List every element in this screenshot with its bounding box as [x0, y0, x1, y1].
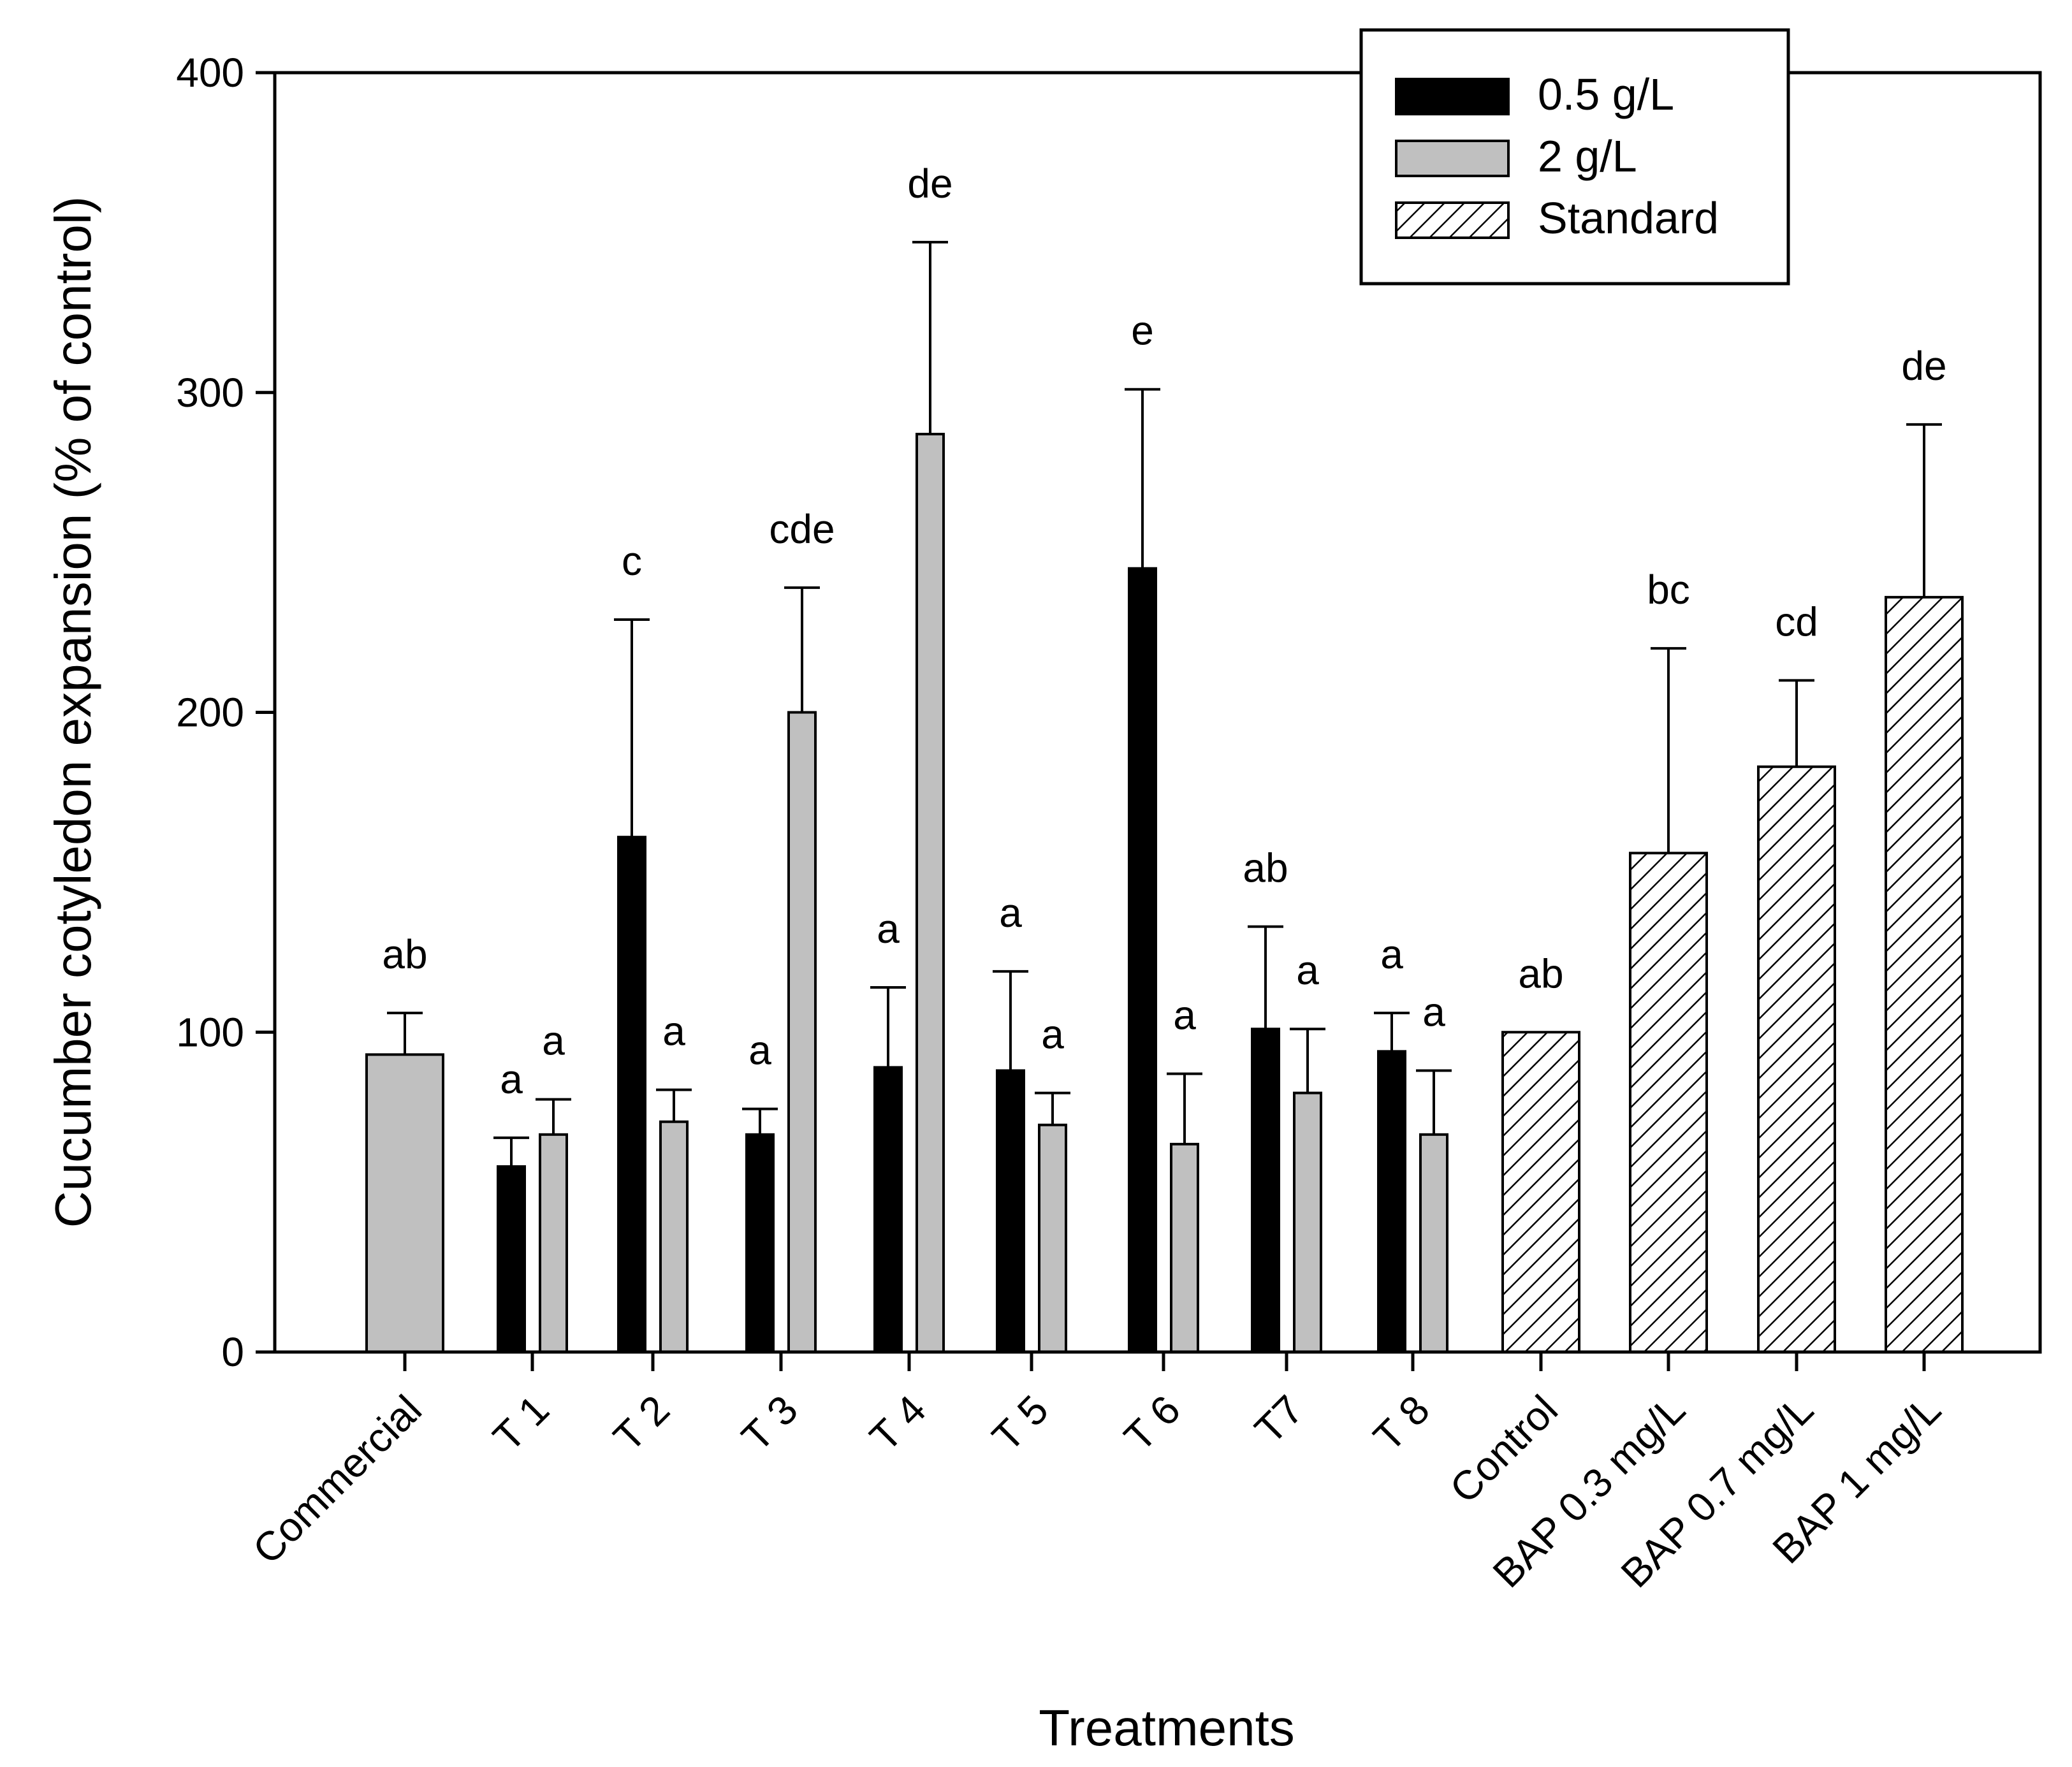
legend-swatch-2-g-l	[1395, 140, 1510, 177]
bar-t7-0-5-g-l	[1251, 1028, 1280, 1354]
significance-label: de	[1901, 343, 1946, 389]
bar-t-3-2-g-l	[787, 711, 817, 1353]
significance-label: a	[542, 1018, 565, 1064]
bar-t-1-0-5-g-l	[497, 1165, 526, 1353]
bar-t-4-0-5-g-l	[873, 1066, 903, 1353]
bar-t-6-2-g-l	[1170, 1142, 1199, 1354]
legend-label: 2 g/L	[1538, 131, 1637, 181]
significance-label: ab	[1243, 845, 1288, 891]
bar-bap-1-mg-l-standard	[1885, 595, 1964, 1353]
significance-label: cde	[769, 506, 835, 552]
bar-bap-0-3-mg-l-standard	[1629, 852, 1708, 1353]
significance-label: e	[1131, 308, 1154, 354]
bar-t-4-2-g-l	[916, 432, 945, 1353]
bar-t-2-0-5-g-l	[617, 836, 646, 1353]
bar-t-8-2-g-l	[1419, 1133, 1448, 1354]
significance-label: a	[1296, 947, 1319, 993]
significance-label: a	[662, 1008, 685, 1054]
bar-t-3-0-5-g-l	[745, 1133, 775, 1354]
legend-swatch-standard	[1395, 201, 1510, 239]
bar-t-5-2-g-l	[1038, 1123, 1067, 1353]
legend-swatch-0-5-g-l	[1395, 78, 1510, 115]
y-tick-label: 0	[221, 1329, 244, 1375]
bar-bap-0-7-mg-l-standard	[1757, 765, 1836, 1353]
bar-t-8-0-5-g-l	[1377, 1050, 1406, 1353]
legend-label: Standard	[1538, 193, 1719, 243]
legend-label: 0.5 g/L	[1538, 69, 1674, 119]
bar-t-5-0-5-g-l	[996, 1069, 1025, 1353]
bar-t-2-2-g-l	[659, 1120, 689, 1353]
significance-label: a	[1380, 931, 1403, 977]
bar-t-1-2-g-l	[539, 1133, 568, 1354]
bar-control-standard	[1501, 1031, 1580, 1353]
significance-label: cd	[1775, 599, 1818, 644]
significance-label: c	[622, 538, 642, 584]
y-tick-label: 300	[176, 370, 244, 416]
significance-label: a	[1173, 992, 1196, 1038]
significance-label: a	[1422, 989, 1445, 1035]
significance-label: a	[877, 906, 900, 952]
bar-t7-2-g-l	[1293, 1091, 1322, 1354]
significance-label: ab	[1518, 950, 1563, 996]
x-axis-title: Treatments	[1039, 1699, 1295, 1756]
significance-label: a	[1041, 1012, 1064, 1058]
y-axis-title: Cucumber cotyledon expansion (% of contr…	[45, 196, 101, 1228]
significance-label: de	[907, 161, 952, 207]
y-tick-label: 100	[176, 1009, 244, 1055]
legend: 0.5 g/L 2 g/L Standard	[1359, 28, 1790, 286]
significance-label: a	[748, 1028, 771, 1073]
significance-label: a	[500, 1056, 523, 1102]
significance-label: bc	[1647, 567, 1690, 613]
bar-commercial-2-g-l	[365, 1053, 444, 1354]
significance-label: ab	[382, 931, 427, 977]
y-tick-label: 200	[176, 690, 244, 736]
bar-t-6-0-5-g-l	[1128, 567, 1157, 1353]
significance-label: a	[999, 890, 1022, 936]
y-tick-label: 400	[176, 50, 244, 96]
